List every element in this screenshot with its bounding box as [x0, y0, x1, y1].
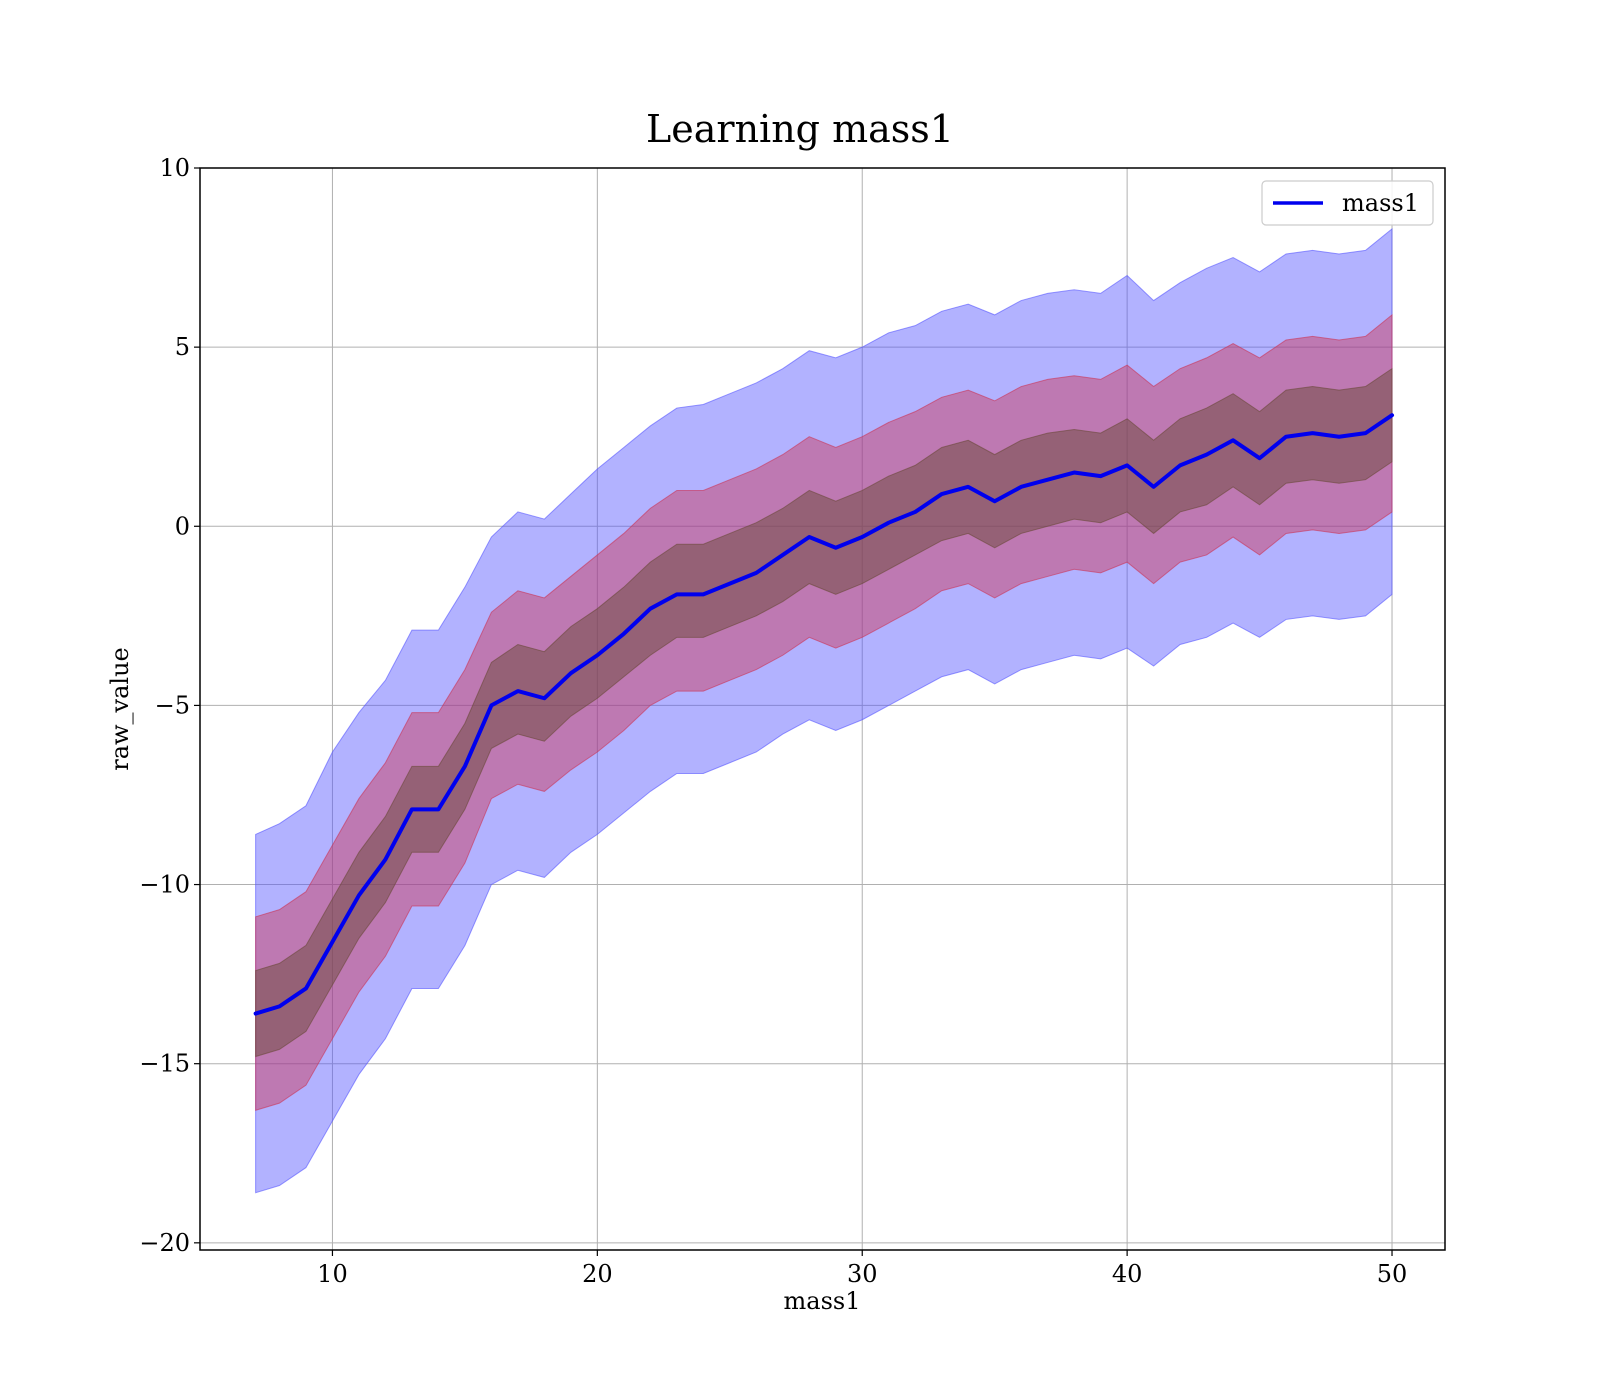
x-axis-label: mass1	[784, 1287, 861, 1315]
y-tick-label: 5	[175, 333, 190, 361]
band-inner	[255, 367, 1393, 1058]
legend-label-mass1: mass1	[1342, 189, 1419, 217]
x-tick-label: 40	[1112, 1260, 1143, 1288]
y-tick-label: −5	[155, 691, 190, 719]
legend: mass1	[1261, 180, 1434, 226]
y-axis-ticks: −20 −15 −10 −5 0 5 10	[139, 154, 200, 1257]
data-series	[253, 413, 1395, 1016]
x-tick-label: 50	[1377, 1260, 1408, 1288]
confidence-bands	[255, 227, 1393, 1194]
y-axis-label: raw_value	[106, 647, 134, 771]
chart-title: Learning mass1	[646, 107, 954, 151]
plot-background	[200, 168, 1445, 1250]
y-tick-label: 0	[175, 512, 190, 540]
x-tick-label: 30	[847, 1260, 878, 1288]
x-tick-label: 10	[317, 1260, 348, 1288]
x-tick-label: 20	[582, 1260, 613, 1288]
series-line-mass1	[253, 413, 1395, 1016]
y-tick-label: −15	[139, 1050, 190, 1078]
y-tick-label: 10	[159, 154, 190, 182]
plot-frame	[199, 167, 1446, 1251]
legend-box	[1261, 180, 1434, 226]
y-tick-label: −10	[139, 871, 190, 899]
x-axis-ticks: 10 20 30 40 50	[317, 1250, 1407, 1288]
y-tick-label: −20	[139, 1229, 190, 1257]
